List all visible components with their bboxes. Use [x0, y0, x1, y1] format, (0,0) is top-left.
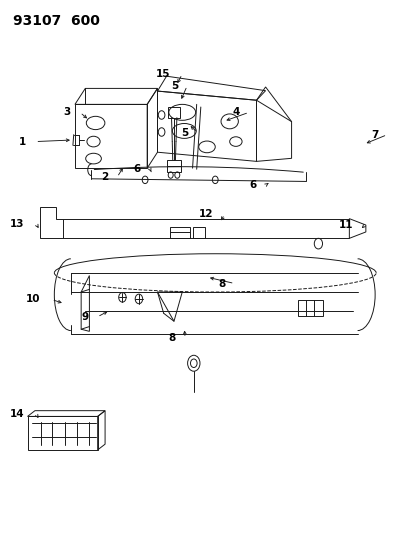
Text: 2: 2 [100, 172, 108, 182]
Text: 7: 7 [370, 130, 377, 140]
Text: 10: 10 [25, 294, 40, 304]
Text: 12: 12 [198, 209, 213, 220]
Text: 8: 8 [218, 279, 225, 288]
Text: 1: 1 [19, 136, 26, 147]
Text: 3: 3 [64, 107, 71, 117]
Text: 6: 6 [249, 180, 256, 190]
Text: 93107  600: 93107 600 [13, 14, 100, 28]
Text: 5: 5 [181, 127, 188, 138]
Text: 9: 9 [81, 312, 88, 322]
Text: 13: 13 [10, 219, 24, 229]
Text: 14: 14 [10, 409, 24, 419]
Text: 15: 15 [156, 69, 170, 79]
Text: 4: 4 [232, 107, 240, 117]
Text: 5: 5 [171, 81, 178, 91]
Text: 6: 6 [133, 164, 141, 174]
Text: 8: 8 [169, 333, 176, 343]
Text: 11: 11 [338, 220, 353, 230]
